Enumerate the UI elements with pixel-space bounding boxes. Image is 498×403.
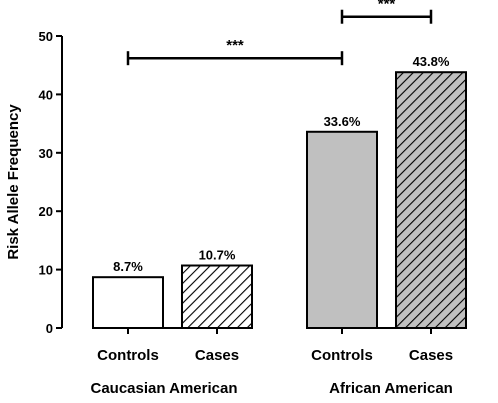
group-label: Caucasian American [90,380,237,397]
significance-label: *** [226,37,244,54]
bar-data-label: 10.7% [199,248,236,263]
significance-label: *** [378,0,396,13]
bars [92,71,467,330]
category-label: Controls [311,347,373,364]
group-label: African American [329,380,453,397]
category-label: Controls [97,347,159,364]
significance-brackets: *** *** [126,0,433,66]
y-tick-label: 20 [39,204,53,219]
bar-african-american-controls [306,130,378,329]
y-tick-label: 50 [39,29,53,44]
bar-data-label: 8.7% [113,259,143,274]
y-axis: 0 10 20 30 40 50 [39,29,63,336]
bar-african-american-cases [395,71,467,330]
category-label: Cases [195,347,239,364]
bar-caucasian-american-cases [181,264,253,329]
y-tick-label: 30 [39,146,53,161]
bar-data-label: 43.8% [413,54,450,69]
x-axis: Controls Cases Caucasian American Controls C… [90,327,466,397]
y-tick-label: 40 [39,87,53,102]
bar-data-label: 33.6% [324,114,361,129]
y-axis-title: Risk Allele Frequency [5,104,22,260]
y-tick-label: 0 [46,321,53,336]
y-tick-label: 10 [39,263,53,278]
bar-caucasian-american-controls [92,276,164,329]
category-label: Cases [409,347,453,364]
data-labels: 8.7% 10.7% 33.6% 43.8% [113,54,450,274]
